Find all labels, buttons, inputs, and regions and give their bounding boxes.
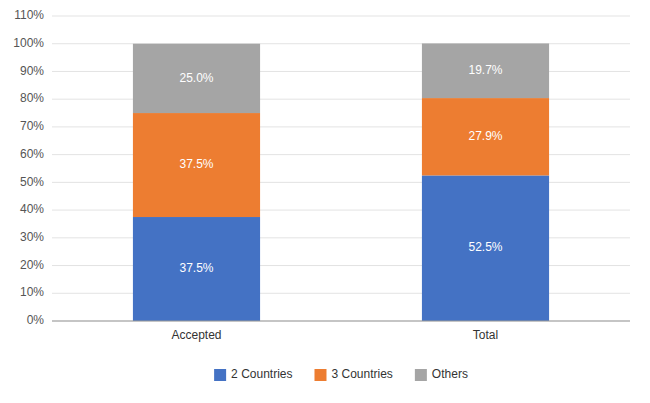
grid-line: [52, 321, 630, 322]
y-tick-label: 10%: [20, 285, 44, 299]
x-tick-label: Accepted: [171, 328, 221, 342]
y-tick-label: 30%: [20, 230, 44, 244]
data-label: 27.9%: [468, 129, 502, 143]
legend: 2 Countries 3 Countries Others: [214, 367, 468, 381]
legend-swatch: [214, 369, 226, 381]
grid-line: [52, 16, 630, 17]
bar-segment: [422, 175, 549, 321]
y-tick-label: 70%: [20, 119, 44, 133]
data-label: 37.5%: [179, 261, 213, 275]
y-tick-label: 100%: [13, 36, 44, 50]
bar-segment: [422, 43, 549, 98]
y-tick-label: 50%: [20, 175, 44, 189]
legend-label: 2 Countries: [231, 367, 292, 381]
y-tick-label: 80%: [20, 91, 44, 105]
bars: [133, 43, 549, 321]
data-label: 37.5%: [179, 157, 213, 171]
chart: 0% 10% 20% 30% 40% 50% 60% 70% 80% 90% 100% 110% 37.…: [0, 0, 650, 403]
y-tick-label: 60%: [20, 147, 44, 161]
legend-item: Others: [415, 367, 468, 381]
legend-label: Others: [432, 367, 468, 381]
y-tick-label: 0%: [27, 313, 45, 327]
bar-segment: [133, 217, 260, 321]
y-tick-label: 90%: [20, 64, 44, 78]
x-axis-line: [52, 321, 630, 322]
bar-segment: [422, 98, 549, 175]
data-label: 25.0%: [179, 71, 213, 85]
legend-item: 3 Countries: [314, 367, 392, 381]
data-label: 52.5%: [468, 240, 502, 254]
legend-label: 3 Countries: [331, 367, 392, 381]
y-tick-label: 110%: [14, 8, 44, 22]
data-label: 19.7%: [468, 63, 502, 77]
grid: [52, 16, 630, 321]
y-tick-label: 40%: [20, 202, 44, 216]
legend-swatch: [415, 369, 427, 381]
legend-item: 2 Countries: [214, 367, 292, 381]
bar-segment: [133, 113, 260, 217]
y-tick-label: 20%: [20, 258, 44, 272]
legend-swatch: [314, 369, 326, 381]
bar-segment: [133, 44, 260, 113]
x-tick-label: Total: [473, 328, 498, 342]
